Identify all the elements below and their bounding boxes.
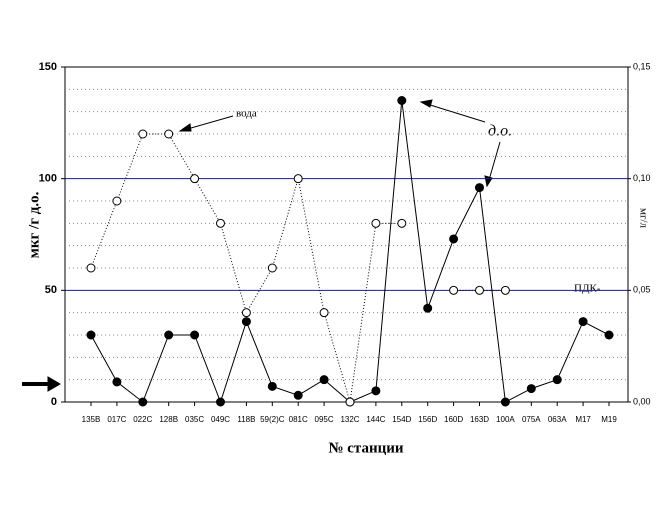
data-point [267,263,277,273]
data-point [500,285,510,295]
data-point [241,308,251,318]
x-tick-label: 063A [548,415,567,424]
x-tick-label: 100A [496,415,515,424]
x-tick-label: 017C [107,415,126,424]
x-tick-label: 160D [444,415,463,424]
data-point [578,317,588,327]
x-tick-label: 128B [159,415,178,424]
x-tick-label: 035C [185,415,204,424]
data-point [423,303,433,313]
y-tick-label: 0 [51,396,57,408]
series-line [90,100,610,404]
arrows [22,99,501,392]
data-point [552,375,562,385]
data-point [216,397,225,407]
data-point [500,397,510,407]
data-point [371,218,381,228]
x-tick-label: 118B [237,415,255,424]
annotation: ПДК- [574,283,601,295]
x-tick-label: 59(2)C [260,415,285,424]
data-point [475,183,484,193]
y2-tick-label: 0,15 [633,61,651,71]
data-point [449,234,459,244]
data-point [319,308,329,318]
y-tick-label: 150 [39,61,57,73]
data-point [397,218,407,228]
data-point [86,330,96,340]
data-point [112,377,122,387]
data-point [190,174,200,184]
plot-frame [64,66,629,403]
y-tick-label: 50 [45,284,57,296]
data-point [138,397,148,407]
y-tick-label: 100 [39,173,57,185]
x-tick-label: 156D [418,415,437,424]
y-axis-label: мкг /г д.о. [26,191,42,258]
x-tick-label: 132C [340,415,359,424]
y2-tick-label: 0,05 [633,285,651,295]
x-tick-label: 081C [289,415,308,424]
data-point [319,375,329,385]
data-point [164,129,174,139]
y2-tick-label: 0,00 [633,396,651,406]
x-tick-label: 075A [522,415,541,424]
x-tick-label: 095C [315,415,334,424]
annotation: д.о. [488,123,512,140]
x-tick-label: M19 [601,415,617,424]
data-point [86,263,96,273]
x-tick-label: 135B [82,415,101,424]
data-point [138,129,148,139]
data-point [526,384,536,394]
data-point [216,218,225,228]
data-point [267,381,277,391]
x-tick-label: 144C [366,415,385,424]
y2-axis-label: мг/л [637,208,649,229]
data-point [190,330,200,340]
x-tick-label: M17 [575,415,591,424]
x-tick-label: 163D [470,415,489,424]
data-point [241,317,251,327]
data-point [345,397,355,407]
data-point [371,386,381,396]
data-point [293,174,303,184]
x-tick-label: 022C [133,415,152,424]
x-axis-label: № станции [328,440,403,456]
annotation: вода [236,108,257,120]
data-point [475,285,484,295]
x-tick-label: 049C [211,415,230,424]
data-point [112,196,122,206]
x-tick-label: 154D [392,415,411,424]
data-point [449,285,459,295]
data-point [604,330,614,340]
y2-tick-label: 0,10 [633,173,651,183]
data-point [293,390,303,400]
data-point [164,330,174,340]
data-point [397,96,407,105]
